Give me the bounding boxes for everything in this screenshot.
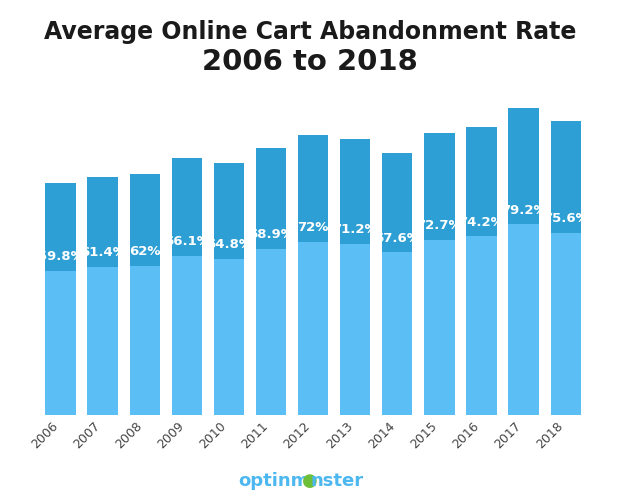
Text: 72.7%: 72.7% [417, 219, 462, 232]
Text: 62%: 62% [129, 245, 161, 258]
Text: 59.8%: 59.8% [38, 250, 84, 264]
Text: 67.6%: 67.6% [374, 232, 420, 244]
Text: 68.9%: 68.9% [248, 228, 294, 241]
Bar [298, 136, 328, 242]
Bar [424, 133, 454, 240]
Bar [466, 236, 497, 415]
Text: Average Online Cart Abandonment Rate: Average Online Cart Abandonment Rate [44, 20, 576, 44]
Text: optinm: optinm [239, 472, 310, 490]
Text: 2006 to 2018: 2006 to 2018 [202, 48, 418, 76]
Bar [382, 252, 412, 415]
Text: 79.2%: 79.2% [501, 204, 546, 216]
Bar [551, 233, 581, 415]
Bar [214, 259, 244, 415]
Bar [466, 127, 497, 236]
Bar [508, 224, 539, 415]
Bar [256, 148, 286, 249]
Text: 75.6%: 75.6% [542, 212, 588, 226]
Text: ●: ● [302, 472, 318, 490]
Text: nster: nster [310, 472, 363, 490]
Bar [298, 242, 328, 415]
Bar [340, 138, 370, 244]
Text: 72%: 72% [298, 221, 329, 234]
Text: 64.8%: 64.8% [206, 238, 252, 252]
Bar [551, 122, 581, 233]
Bar [340, 244, 370, 415]
Bar [508, 108, 539, 224]
Text: 74.2%: 74.2% [459, 216, 504, 228]
Text: 61.4%: 61.4% [80, 246, 126, 260]
Bar [172, 256, 202, 415]
Bar [130, 174, 160, 266]
Bar [214, 164, 244, 259]
Bar [256, 249, 286, 415]
Bar [87, 176, 118, 267]
Text: 71.2%: 71.2% [332, 223, 378, 236]
Bar [45, 183, 76, 271]
Bar [424, 240, 454, 415]
Bar [45, 271, 76, 415]
Bar [382, 152, 412, 252]
Text: 66.1%: 66.1% [164, 235, 210, 248]
Bar [87, 267, 118, 415]
Bar [172, 158, 202, 256]
Bar [130, 266, 160, 415]
